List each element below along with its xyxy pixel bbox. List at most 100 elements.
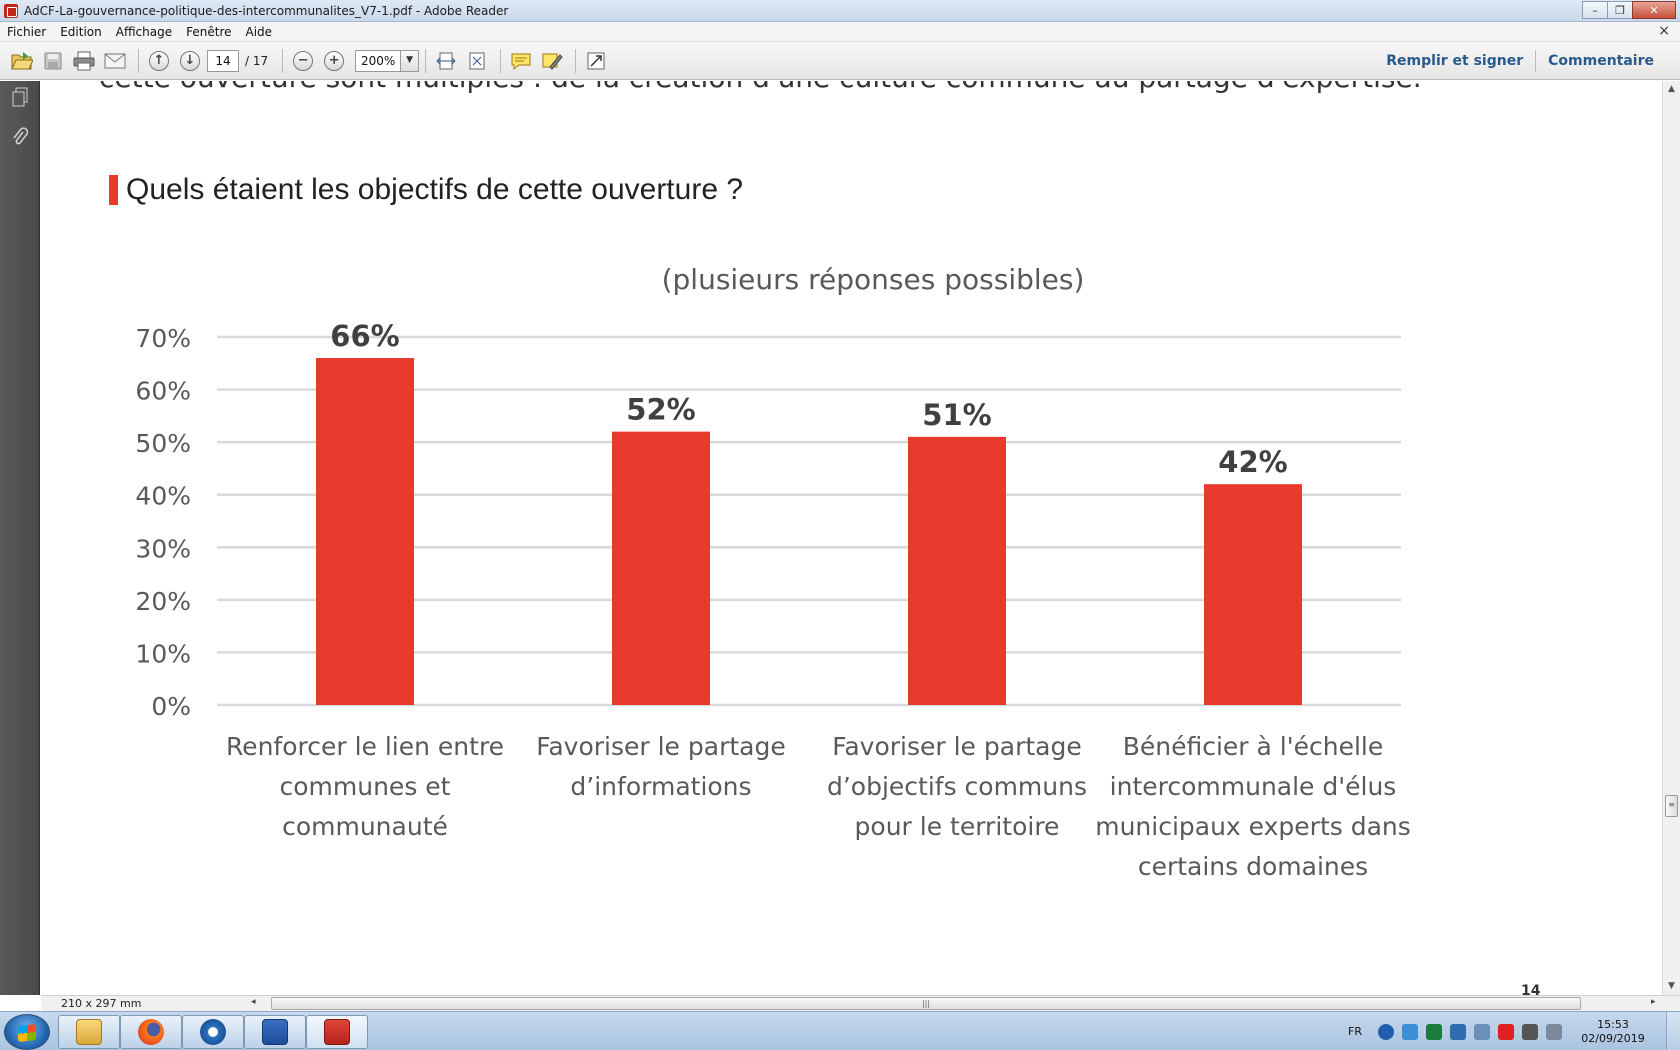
- x-tick-label-line: municipaux experts dans: [1095, 812, 1411, 841]
- full-screen-button[interactable]: [582, 47, 610, 75]
- zoom-out-button[interactable]: −: [289, 47, 317, 75]
- highlighter-icon: [542, 53, 563, 70]
- next-page-button[interactable]: ↓: [176, 47, 204, 75]
- scroll-up-arrow[interactable]: ▲: [1668, 84, 1675, 94]
- scroll-down-arrow[interactable]: ▼: [1668, 981, 1675, 991]
- chart-subtitle: (plusieurs réponses possibles): [662, 263, 1085, 296]
- shield-icon[interactable]: [1426, 1023, 1442, 1040]
- language-indicator[interactable]: FR: [1348, 1025, 1362, 1038]
- menu-bar: Fichier Edition Affichage Fenêtre Aide ×: [0, 22, 1680, 42]
- x-tick-label-line: d’objectifs communs: [827, 772, 1087, 801]
- page-number-input[interactable]: 14: [207, 49, 239, 72]
- x-tick-label: Renforcer le lien entre communes et commun…: [226, 732, 504, 841]
- bar: [1204, 484, 1302, 705]
- taskbar-firefox[interactable]: [120, 1015, 182, 1049]
- start-button[interactable]: [4, 1014, 50, 1050]
- speech-bubble-icon: [511, 53, 531, 70]
- highlight-button[interactable]: [538, 47, 566, 75]
- chevron-down-icon[interactable]: ▼: [400, 50, 419, 71]
- app-n-icon[interactable]: [1498, 1023, 1514, 1040]
- fill-and-sign-link[interactable]: Remplir et signer: [1386, 53, 1524, 69]
- save-icon: [44, 52, 62, 69]
- show-desktop-button[interactable]: [1666, 1012, 1680, 1050]
- page-corner-number: 14: [1521, 983, 1541, 995]
- menu-edition[interactable]: Edition: [60, 24, 102, 39]
- y-tick-label: 30%: [135, 534, 191, 563]
- menu-aide[interactable]: Aide: [245, 24, 273, 39]
- menu-fenetre[interactable]: Fenêtre: [186, 24, 232, 39]
- taskbar-thunderbird[interactable]: [182, 1015, 244, 1049]
- display-icon[interactable]: [1522, 1023, 1538, 1040]
- attachments-button[interactable]: [8, 125, 32, 149]
- heading-text: Quels étaient les objectifs de cette ouv…: [126, 173, 744, 206]
- x-tick-label-line: communes et: [280, 772, 451, 801]
- toolbar-separator: [500, 48, 502, 73]
- y-tick-label: 40%: [135, 482, 191, 511]
- horizontal-scrollbar[interactable]: ◂ ||| ▸: [151, 997, 1671, 1010]
- comment-note-button[interactable]: [507, 47, 535, 75]
- taskbar-file-explorer[interactable]: [58, 1015, 120, 1049]
- pages-icon: [12, 87, 28, 107]
- page-total: / 17: [245, 53, 269, 68]
- fit-width-button[interactable]: [432, 47, 460, 75]
- adobe-reader-icon: [324, 1019, 350, 1045]
- x-tick-label: Favoriser le partage d’informations: [536, 732, 785, 801]
- maximize-button[interactable]: ❐: [1607, 1, 1633, 19]
- menu-affichage[interactable]: Affichage: [115, 24, 173, 39]
- expand-icon: [587, 52, 605, 69]
- taskbar-word[interactable]: [244, 1015, 306, 1049]
- arrow-down-icon: ↓: [180, 50, 200, 71]
- x-tick-label-line: pour le territoire: [855, 812, 1060, 841]
- fit-width-icon: [436, 52, 456, 69]
- volume-icon[interactable]: [1546, 1023, 1562, 1040]
- save-button[interactable]: [39, 47, 67, 75]
- close-window-button[interactable]: ✕: [1632, 1, 1676, 19]
- vertical-scroll-thumb[interactable]: ≡: [1665, 795, 1678, 817]
- scroll-right-arrow[interactable]: ▸: [1651, 997, 1656, 1007]
- fit-page-button[interactable]: [463, 47, 491, 75]
- bar: [908, 436, 1006, 705]
- email-button[interactable]: [101, 47, 129, 75]
- data-label: 52%: [626, 393, 695, 427]
- zoom-in-button[interactable]: +: [320, 47, 348, 75]
- open-folder-icon: [11, 51, 33, 69]
- y-tick-label: 0%: [151, 692, 191, 721]
- scroll-left-arrow[interactable]: ◂: [251, 997, 256, 1007]
- page-thumbnails-button[interactable]: [8, 85, 32, 109]
- close-document-button[interactable]: ×: [1658, 23, 1670, 39]
- horizontal-scroll-thumb[interactable]: |||: [271, 997, 1581, 1010]
- bar: [316, 358, 414, 705]
- taskbar-adobe-reader[interactable]: [306, 1015, 368, 1049]
- minimize-button[interactable]: –: [1582, 1, 1608, 19]
- y-tick-label: 60%: [135, 377, 191, 406]
- clock-date: 02/09/2019: [1581, 1031, 1645, 1045]
- clock[interactable]: 15:53 02/09/2019: [1570, 1018, 1656, 1046]
- folder-icon: [76, 1019, 102, 1045]
- x-tick-label-line: Favoriser le partage: [832, 732, 1081, 761]
- open-folder-button[interactable]: [8, 47, 36, 75]
- arrow-up-icon: ↑: [149, 50, 169, 71]
- zoom-select[interactable]: 200% ▼: [355, 49, 420, 72]
- window-title-bar: AdCF-La-gouvernance-politique-des-interc…: [0, 0, 1680, 22]
- vertical-scrollbar[interactable]: ▲ ≡ ▼: [1662, 81, 1680, 995]
- paperclip-icon: [13, 127, 28, 145]
- print-button[interactable]: [70, 47, 98, 75]
- page-size-label: 210 x 297 mm: [61, 997, 142, 1010]
- network-icon[interactable]: [1450, 1023, 1466, 1040]
- toolbar-separator: [138, 48, 139, 73]
- minus-icon: −: [293, 50, 314, 71]
- data-label: 51%: [922, 398, 991, 432]
- x-tick-label-line: Bénéficier à l'échelle: [1123, 732, 1384, 761]
- printer-icon[interactable]: [1474, 1023, 1490, 1040]
- comment-link[interactable]: Commentaire: [1548, 53, 1654, 69]
- heading-accent-bar: [109, 175, 118, 205]
- print-icon: [73, 51, 95, 70]
- zoom-value: 200%: [360, 53, 396, 68]
- y-tick-label: 50%: [135, 429, 191, 458]
- menu-fichier[interactable]: Fichier: [7, 24, 47, 39]
- sync-icon[interactable]: [1402, 1023, 1418, 1040]
- document-body-text: cette ouverture sont multiples : de la c…: [99, 81, 1422, 94]
- previous-page-button[interactable]: ↑: [145, 47, 173, 75]
- hp-icon[interactable]: [1378, 1023, 1394, 1040]
- x-tick-label-line: communauté: [282, 812, 448, 841]
